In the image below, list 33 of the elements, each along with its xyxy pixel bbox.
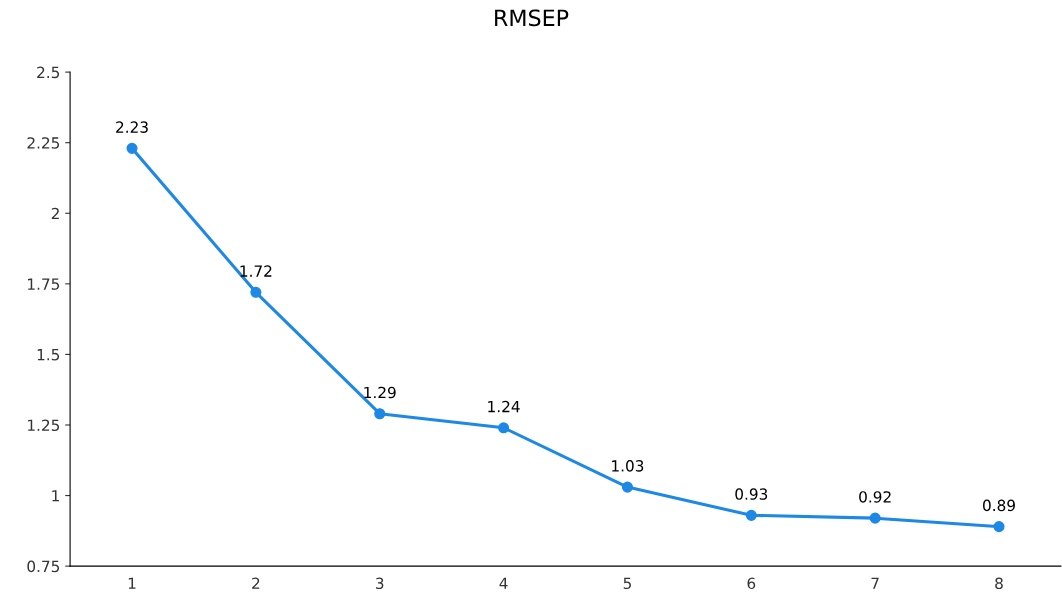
point [250,286,262,298]
x-tick-label: 1 [128,577,136,589]
data-label: 1.72 [240,265,272,277]
y-tick-label: 1 [52,490,59,502]
point [621,481,633,493]
data-label: 1.29 [364,386,396,399]
y-tick-label: 2 [51,207,59,220]
y-tick-label: 2.25 [27,137,60,149]
y-tick-label: 0.75 [27,560,60,573]
point [126,142,138,154]
point [745,509,757,521]
x-tick-label: 2 [252,577,260,589]
data-label: 1.24 [488,400,520,413]
y-tick-label: 1.75 [28,278,60,290]
point [498,422,510,434]
x-tick-label: 4 [499,577,508,589]
data-label: 1.03 [612,460,644,472]
x-tick-label: 7 [871,577,879,589]
data-label: 0.93 [735,488,768,500]
point [869,512,881,524]
data-label: 0.89 [983,499,1015,512]
x-tick-label: 6 [747,577,756,590]
data-label: 0.92 [859,491,891,503]
data-label: 2.23 [116,121,148,133]
y-tick-label: 1.5 [37,349,60,361]
x-tick-label: 8 [995,577,1003,590]
point [993,521,1005,533]
y-tick-label: 1.25 [28,419,60,432]
point [374,408,386,420]
x-tick-label: 3 [376,577,384,590]
x-tick-label: 5 [623,577,631,590]
y-tick-label: 2.5 [37,66,60,79]
chart-title: RMSEP [495,9,569,27]
